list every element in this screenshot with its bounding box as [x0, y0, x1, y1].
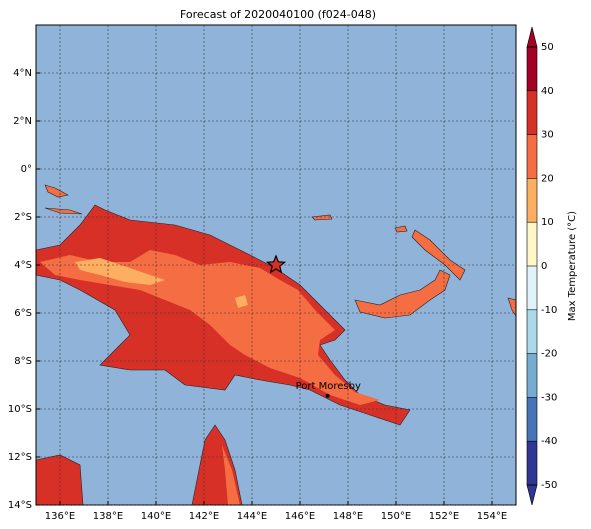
colorbar-tick-label: -10 [541, 305, 557, 316]
map-title: Forecast of 2020040100 (f024-048) [180, 8, 376, 21]
y-tick-label: 6°S [14, 308, 32, 319]
x-tick-label: 138°E [93, 511, 123, 522]
mild-patch [235, 295, 248, 308]
colorbar-band [527, 178, 537, 223]
place-dot [325, 393, 330, 398]
new-britain [354, 269, 451, 319]
colorbar-band [527, 309, 537, 354]
warm-patch [40, 250, 380, 405]
colorbar-tick-label: 10 [541, 217, 554, 228]
x-tick-label: 150°E [381, 511, 411, 522]
colorbar-tick-label: 50 [541, 42, 554, 53]
y-tick-label: 12°S [8, 452, 32, 463]
x-tick-label: 152°E [429, 511, 459, 522]
star-marker [265, 254, 287, 274]
island [44, 207, 83, 215]
colorbar-tick-label: 20 [541, 173, 554, 184]
colorbar-band [527, 222, 537, 266]
colorbar-tick-label: 0 [541, 261, 547, 272]
colorbar-tick-label: 40 [541, 86, 554, 97]
y-tick-label: 0° [21, 164, 32, 175]
colorbar-band [527, 266, 537, 310]
colorbar-band [527, 397, 537, 442]
colorbar-tick-label: 30 [541, 130, 554, 141]
colorbar-band [527, 441, 537, 485]
island [44, 184, 69, 198]
colorbar-band [527, 353, 537, 398]
colorbar-band [527, 47, 537, 91]
colorbar-tick-label: -50 [541, 480, 557, 491]
colorbar-tick-label: -30 [541, 392, 557, 403]
colorbar-tick-label: -40 [541, 436, 557, 447]
cape-york-warm [222, 445, 240, 505]
x-tick-label: 140°E [141, 511, 171, 522]
y-tick-label: 8°S [14, 356, 32, 367]
x-tick-label: 136°E [45, 511, 75, 522]
island [311, 214, 333, 221]
colorbar-band [527, 134, 537, 179]
x-tick-label: 154°E [477, 511, 507, 522]
colorbar-extend-low [526, 484, 538, 506]
colorbar-extend-high [526, 26, 538, 48]
place-label: Port Moresby [296, 381, 361, 392]
y-tick-label: 14°S [8, 500, 32, 511]
y-tick-label: 4°N [13, 68, 32, 79]
land [35, 184, 517, 506]
y-tick-label: 4°S [14, 260, 32, 271]
x-tick-label: 144°E [237, 511, 267, 522]
y-tick-label: 2°N [13, 116, 32, 127]
colorbar-tick-label: -20 [541, 349, 557, 360]
colorbar-band [527, 90, 537, 135]
colorbar-label: Max Temperature (°C) [567, 211, 578, 321]
x-tick-label: 142°E [189, 511, 219, 522]
x-tick-label: 148°E [333, 511, 363, 522]
new-ireland [411, 229, 466, 281]
y-tick-label: 10°S [8, 404, 32, 415]
x-tick-label: 146°E [285, 511, 315, 522]
island [394, 225, 408, 233]
y-tick-label: 2°S [14, 212, 32, 223]
